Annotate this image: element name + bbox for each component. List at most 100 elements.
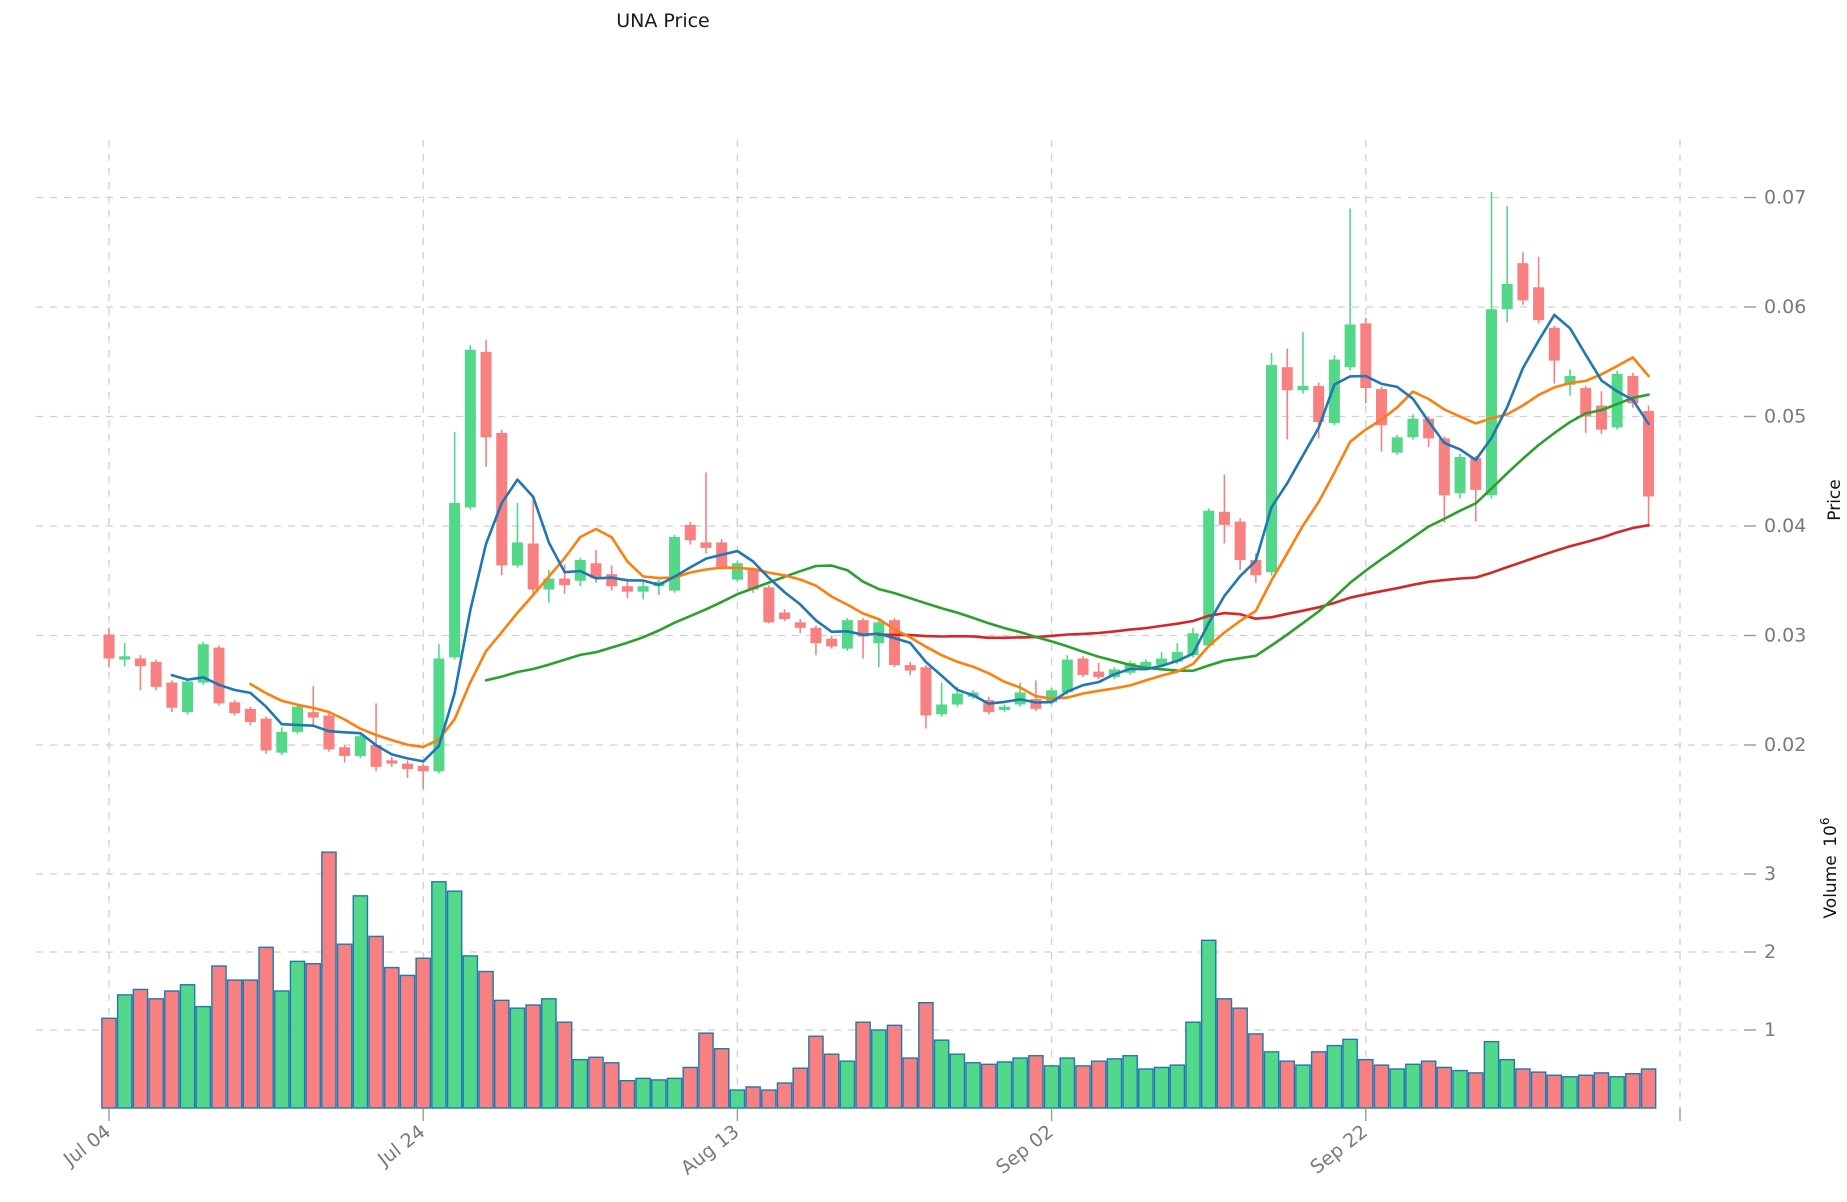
- chart-title: UNA Price: [616, 10, 710, 32]
- volume-bar: [211, 965, 227, 1109]
- candle-body-down: [779, 612, 791, 620]
- candle-body-up: [1344, 324, 1356, 368]
- candle-body-down: [260, 718, 272, 751]
- candle-body-down: [559, 578, 571, 586]
- volume-bar: [1609, 1076, 1625, 1109]
- candle-body-up: [1454, 457, 1466, 494]
- candle-body-up: [1564, 375, 1576, 385]
- candle-body-up: [1297, 385, 1309, 391]
- candle-body-up: [119, 656, 131, 660]
- volume-bar: [1342, 1038, 1358, 1109]
- candle-body-down: [1548, 327, 1560, 361]
- candle-body-down: [606, 574, 618, 587]
- candle-body-down: [1313, 385, 1325, 422]
- volume-bar: [761, 1089, 777, 1109]
- price-tick-label: 0.06: [1764, 296, 1806, 318]
- volume-bar: [1263, 1051, 1280, 1109]
- sma25-line: [484, 393, 1650, 682]
- volume-bar: [195, 1005, 212, 1109]
- volume-bar: [1483, 1040, 1500, 1109]
- candle-body-up: [276, 731, 288, 753]
- candle-body-up: [841, 620, 853, 649]
- candle-body-up: [1611, 373, 1623, 428]
- candle-body-down: [1234, 521, 1246, 560]
- candle-body-down: [150, 661, 162, 687]
- volume-tick-label: 1: [1764, 1019, 1776, 1041]
- candle-body-up: [1485, 309, 1497, 496]
- volume-bar: [132, 988, 149, 1109]
- candle-body-up: [1203, 510, 1215, 646]
- volume-bar: [1295, 1064, 1311, 1109]
- grid-lines: [36, 140, 1740, 1108]
- volume-bar: [101, 1017, 117, 1109]
- volume-bar: [635, 1077, 651, 1109]
- volume-bar: [415, 957, 432, 1109]
- price-axis-title: Price: [1825, 479, 1845, 520]
- volume-bar: [1106, 1058, 1123, 1109]
- volume-bar: [808, 1035, 824, 1109]
- volume-bar: [870, 1029, 887, 1109]
- volume-bar: [274, 990, 290, 1109]
- candle-body-down: [244, 708, 256, 723]
- volume-bar: [886, 1024, 903, 1109]
- candle-body-down: [810, 627, 822, 644]
- volume-bar: [431, 881, 447, 1109]
- volume-bar: [965, 1062, 981, 1109]
- candle-body-down: [1077, 658, 1089, 675]
- candlestick-series: [103, 192, 1655, 789]
- candle-body-down: [1360, 323, 1372, 389]
- volume-bar: [478, 970, 494, 1109]
- volume-bar: [1153, 1066, 1170, 1109]
- candle-body-up: [543, 578, 555, 590]
- volume-bar: [148, 998, 164, 1109]
- price-tick-label: 0.03: [1764, 625, 1806, 647]
- candle-body-down: [621, 586, 633, 592]
- candle-body-down: [527, 543, 539, 590]
- volume-bar: [823, 1053, 840, 1109]
- volume-bar: [745, 1086, 761, 1109]
- volume-bar: [1436, 1066, 1453, 1109]
- volume-bar: [1326, 1044, 1343, 1109]
- volume-bar: [682, 1066, 699, 1109]
- sma10-line: [249, 356, 1650, 749]
- volume-bar: [1373, 1064, 1390, 1109]
- volume-bar: [839, 1060, 856, 1109]
- candle-body-up: [998, 706, 1010, 710]
- candle-body-down: [1423, 418, 1435, 439]
- volume-bar: [713, 1048, 730, 1109]
- candle-body-up: [449, 503, 461, 658]
- volume-bar: [226, 979, 243, 1109]
- candle-body-down: [134, 658, 146, 667]
- volume-bar: [1420, 1060, 1437, 1109]
- candle-body-up: [637, 586, 649, 592]
- volume-bar: [666, 1077, 683, 1109]
- volume-bar: [446, 890, 463, 1109]
- volume-bar: [729, 1089, 746, 1109]
- candle-body-down: [983, 700, 995, 713]
- volume-bar: [918, 1002, 934, 1109]
- volume-tick-label: 2: [1764, 941, 1776, 963]
- volume-bar: [242, 979, 259, 1109]
- candle-body-up: [1140, 661, 1152, 668]
- candle-body-up: [292, 706, 304, 732]
- candle-body-down: [103, 634, 115, 659]
- volume-bar: [116, 994, 133, 1109]
- volume-bar: [933, 1039, 950, 1109]
- candle-body-down: [1580, 388, 1592, 417]
- volume-series: [101, 851, 1657, 1109]
- candle-body-down: [1218, 511, 1230, 525]
- candle-body-down: [857, 620, 869, 637]
- volume-bar: [336, 943, 353, 1109]
- volume-bar: [776, 1082, 793, 1109]
- candle-body-down: [763, 587, 775, 623]
- volume-bar: [1640, 1068, 1657, 1109]
- candle-body-down: [1627, 375, 1639, 404]
- candle-body-down: [826, 638, 838, 647]
- candle-body-down: [401, 763, 413, 770]
- volume-bar: [1138, 1068, 1154, 1109]
- candle-body-up: [1156, 658, 1168, 666]
- volume-bar: [1357, 1058, 1374, 1109]
- candle-body-down: [1438, 438, 1450, 496]
- price-tick-label: 0.04: [1764, 515, 1806, 537]
